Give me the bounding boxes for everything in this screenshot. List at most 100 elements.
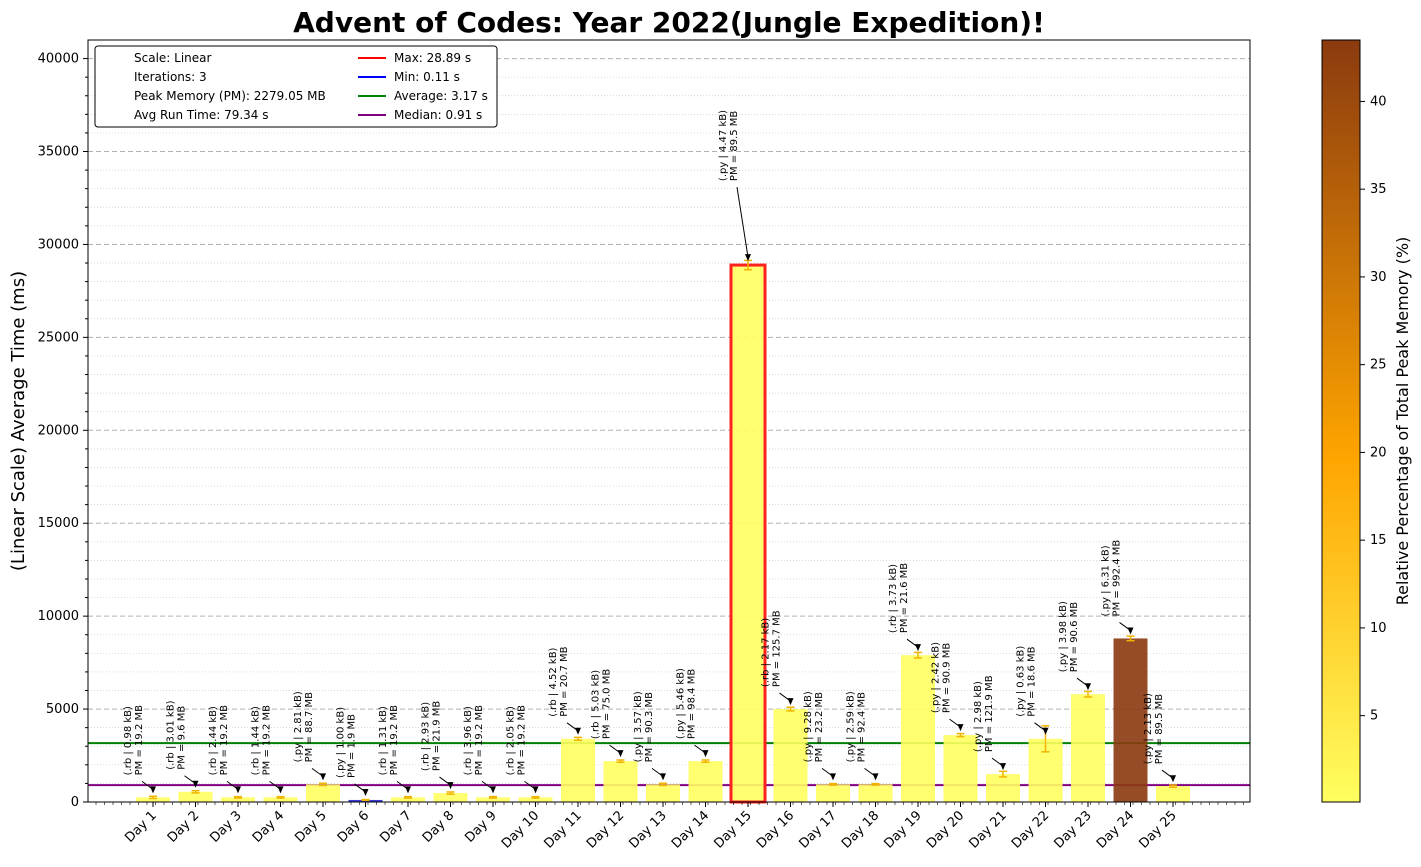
bar xyxy=(901,655,935,802)
bar xyxy=(986,774,1020,802)
x-tick-label: Day 1 xyxy=(122,808,160,846)
colorbar-tick-label: 10 xyxy=(1370,621,1387,636)
x-tick-label: Day 16 xyxy=(754,808,797,851)
annotation-arrowhead xyxy=(192,780,199,788)
legend-box xyxy=(94,45,498,128)
colorbar: 5 10 15 20 25 30 35 40 Relative Percentage of T… xyxy=(1321,39,1412,803)
colorbar-tick-label: 25 xyxy=(1370,358,1387,373)
annotation-arrowhead xyxy=(830,773,836,781)
legend-iterations: Iterations: 3 xyxy=(134,70,207,84)
legend-scale: Scale: Linear xyxy=(134,51,212,65)
annotation-text: (.rb | 4.52 kB) xyxy=(548,647,559,716)
x-tick-label: Day 15 xyxy=(711,808,754,851)
plot-area: (.rb | 0.98 kB) PM = 19.2 MB (.rb | 3.01 k… xyxy=(38,39,1251,852)
annotation-text: (.rb | 0.98 kB) xyxy=(123,706,134,775)
annotation-text: (.py | 1.00 kB) xyxy=(336,707,347,778)
y-axis-ticks: 0 5000 10000 15000 20000 25000 30000 35000 40000 xyxy=(38,52,88,810)
y-axis-label: (Linear Scale) Average Time (ms) xyxy=(8,271,29,571)
annotation-text: PM = 88.7 MB xyxy=(304,692,315,762)
bar xyxy=(858,784,893,802)
annotation-arrowhead xyxy=(957,724,964,732)
y-tick-label: 40000 xyxy=(38,52,79,67)
annotation-text: (.rb | 3.01 kB) xyxy=(166,700,177,769)
annotation-text: (.rb | 1.31 kB) xyxy=(378,706,389,775)
annotation-text: (.py | 2.42 kB) xyxy=(931,642,942,713)
legend-peak-memory: Peak Memory (PM): 2279.05 MB xyxy=(134,89,326,103)
annotation-text: PM = 992.4 MB xyxy=(1112,540,1123,617)
annotation-text: (.rb | 2.93 kB) xyxy=(421,702,432,771)
colorbar-tick-label: 35 xyxy=(1370,182,1387,197)
bar xyxy=(221,797,255,802)
bar xyxy=(178,791,213,802)
bar-annotations: (.rb | 0.98 kB) PM = 19.2 MB (.rb | 3.01 k… xyxy=(123,110,1176,796)
annotation-text: (.rb | 2.17 kB) xyxy=(761,618,772,687)
annotation-arrowhead xyxy=(702,750,709,758)
annotation-text: (.py | 2.13 kB) xyxy=(1143,693,1154,764)
annotation-arrowhead xyxy=(490,786,496,794)
annotation-arrowhead xyxy=(447,782,454,790)
x-tick-label: Day 9 xyxy=(462,808,500,846)
annotation-text: PM = 125.7 MB xyxy=(772,610,783,687)
colorbar-label: Relative Percentage of Total Peak Memory… xyxy=(1393,237,1412,606)
annotation-text: (.rb | 2.44 kB) xyxy=(208,706,219,775)
colorbar-gradient xyxy=(1321,39,1361,803)
y-tick-label: 20000 xyxy=(38,423,79,438)
bar xyxy=(646,784,680,802)
annotation-text: PM = 90.3 MB xyxy=(644,692,655,762)
bar xyxy=(1113,638,1148,802)
annotation-arrowhead xyxy=(617,750,624,758)
annotation-arrowhead xyxy=(405,786,411,794)
annotation-arrowhead xyxy=(660,773,666,781)
x-tick-label: Day 23 xyxy=(1051,808,1094,851)
x-tick-label: Day 21 xyxy=(966,808,1009,851)
annotation-text: (.py | 2.59 kB) xyxy=(846,691,857,762)
bar xyxy=(1156,786,1190,802)
annotation-text: PM = 19.2 MB xyxy=(389,705,400,775)
annotation-arrowhead xyxy=(745,254,751,262)
colorbar-tick-label: 40 xyxy=(1370,94,1387,109)
annotation-text: (.py | 6.31 kB) xyxy=(1101,545,1112,616)
bar xyxy=(816,784,850,802)
y-tick-label: 5000 xyxy=(46,702,79,717)
annotation-text: PM = 19.2 MB xyxy=(134,705,145,775)
annotation-arrowhead xyxy=(532,786,539,794)
annotation-text: PM = 21.9 MB xyxy=(432,701,443,771)
annotation-text: PM = 75.0 MB xyxy=(602,669,613,739)
x-tick-label: Day 24 xyxy=(1094,808,1137,851)
chart-title: Advent of Codes: Year 2022(Jungle Expedi… xyxy=(293,6,1045,39)
annotation-text: PM = 20.7 MB xyxy=(559,646,570,716)
colorbar-tick-label: 30 xyxy=(1370,270,1387,285)
bar xyxy=(518,797,553,802)
colorbar-tick-label: 20 xyxy=(1370,445,1387,460)
legend-avg-run-time: Avg Run Time: 79.34 s xyxy=(134,108,269,122)
colorbar-tick-label: 15 xyxy=(1370,533,1387,548)
x-tick-label: Day 8 xyxy=(420,808,458,846)
annotation-text: (.rb | 3.96 kB) xyxy=(463,706,474,775)
x-tick-label: Day 2 xyxy=(165,808,203,846)
annotation-arrowhead xyxy=(277,786,284,794)
annotation-text: PM = 9.6 MB xyxy=(177,706,188,770)
legend-median: Median: 0.91 s xyxy=(394,108,482,122)
x-tick-label: Day 18 xyxy=(839,808,882,851)
annotation-arrowhead xyxy=(150,786,156,794)
annotation-arrowhead xyxy=(320,773,326,781)
annotation-arrowhead xyxy=(362,788,369,796)
annotation-text: PM = 89.5 MB xyxy=(729,111,740,181)
x-tick-label: Day 25 xyxy=(1136,808,1179,851)
x-tick-label: Day 10 xyxy=(499,808,542,851)
annotation-arrowhead xyxy=(235,786,241,794)
y-tick-label: 30000 xyxy=(38,237,79,252)
bar xyxy=(603,761,638,802)
annotation-text: (.py | 9.28 kB) xyxy=(803,691,814,762)
bars xyxy=(136,263,1190,804)
annotation-text: (.py | 4.47 kB) xyxy=(718,110,729,181)
annotation-arrowhead xyxy=(1042,727,1049,735)
annotation-text: PM = 19.2 MB xyxy=(262,705,273,775)
annotation-arrowhead xyxy=(1000,763,1006,771)
annotation-text: (.py | 5.46 kB) xyxy=(676,668,687,739)
colorbar-tick-label: 5 xyxy=(1370,709,1378,724)
annotation-text: PM = 90.9 MB xyxy=(942,643,953,713)
annotation-text: PM = 121.9 MB xyxy=(984,675,995,752)
x-tick-label: Day 14 xyxy=(669,808,712,851)
